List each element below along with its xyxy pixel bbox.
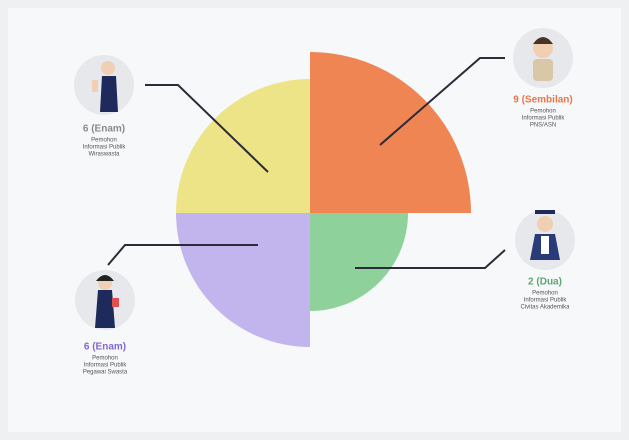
description: Informasi Publik [522, 116, 566, 122]
description: Pemohon [530, 109, 556, 115]
description: Informasi Publik [84, 363, 128, 369]
category-label: PNS/ASN [530, 123, 556, 129]
value-label: 2 (Dua) [528, 277, 562, 288]
description: Informasi Publik [83, 145, 127, 151]
value-label: 6 (Enam) [84, 342, 126, 353]
description: Pemohon [91, 138, 117, 144]
person-icon [513, 28, 573, 88]
description: Pemohon [92, 356, 118, 362]
person-icon [515, 210, 575, 270]
value-label: 6 (Enam) [83, 124, 125, 135]
category-label: Civitas Akademika [520, 305, 570, 311]
person-icon [74, 55, 134, 115]
description: Informasi Publik [524, 298, 568, 304]
value-label: 9 (Sembilan) [513, 95, 572, 106]
description: Pemohon [532, 291, 558, 297]
category-label: Wiraswasta [88, 152, 120, 158]
category-label: Pegawai Swasta [83, 370, 128, 376]
infographic: 9 (Sembilan)PemohonInformasi PublikPNS/A… [0, 0, 629, 440]
person-icon [75, 270, 135, 330]
